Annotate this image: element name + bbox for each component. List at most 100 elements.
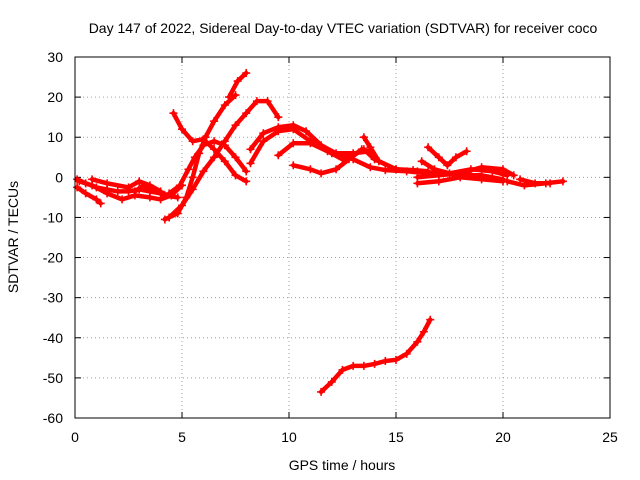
data-point [175, 181, 184, 190]
x-tick-label: 20 [495, 429, 511, 445]
data-point [231, 121, 240, 130]
data-point [220, 137, 229, 146]
data-point [130, 187, 139, 196]
data-point [73, 183, 82, 192]
data-point [434, 153, 443, 162]
data-point [306, 139, 315, 148]
data-point [456, 173, 465, 182]
data-point [462, 147, 471, 156]
data-point [188, 185, 197, 194]
data-point [88, 175, 97, 184]
data-point [246, 145, 255, 154]
data-point [558, 177, 567, 186]
data-point [338, 365, 347, 374]
data-point [413, 337, 422, 346]
data-point [81, 189, 90, 198]
data-point [409, 166, 418, 175]
data-point [443, 161, 452, 170]
y-tick-label: 30 [47, 49, 63, 65]
data-point [289, 161, 298, 170]
data-point [231, 153, 240, 162]
data-point [417, 157, 426, 166]
data-point [445, 169, 454, 178]
data-point [419, 327, 428, 336]
data-point [113, 187, 122, 196]
data-point [178, 125, 186, 134]
x-tick-label: 15 [388, 429, 404, 445]
data-point [242, 69, 251, 78]
data-point [160, 215, 169, 224]
series-arc-2 [73, 183, 105, 208]
data-point [231, 91, 240, 100]
data-point [289, 121, 298, 130]
series-arc-14 [289, 145, 375, 178]
series-arc-22 [317, 315, 435, 396]
series-arc-18 [424, 143, 471, 170]
data-point [306, 165, 315, 174]
series-arc-10 [225, 69, 251, 102]
data-point [210, 145, 219, 154]
data-point [434, 177, 443, 186]
data-point [374, 157, 383, 166]
data-point [332, 165, 341, 174]
data-point [246, 159, 255, 168]
data-point [289, 139, 298, 148]
data-point [169, 109, 178, 118]
data-point [184, 165, 193, 174]
data-point [359, 361, 368, 370]
data-point [359, 133, 368, 142]
data-point [103, 189, 112, 198]
y-tick-label: -50 [43, 370, 63, 386]
data-point [225, 93, 234, 102]
data-point [349, 361, 358, 370]
series-arc-21 [516, 175, 555, 188]
data-point [424, 167, 433, 176]
data-point [135, 177, 144, 186]
data-point [381, 357, 390, 366]
data-point [210, 153, 219, 162]
series-line [171, 110, 249, 184]
data-point [165, 213, 174, 222]
data-point [188, 173, 197, 182]
data-point [96, 199, 105, 208]
data-point [259, 129, 268, 138]
data-point [145, 193, 154, 202]
data-point [103, 179, 112, 188]
series-arc-19 [413, 173, 507, 188]
data-point [274, 113, 283, 122]
data-point [531, 179, 540, 188]
data-point [503, 177, 512, 186]
data-point [302, 127, 311, 136]
data-point [124, 183, 133, 192]
series-arc-15 [359, 133, 433, 176]
data-point [195, 149, 204, 158]
data-point [75, 177, 84, 186]
data-point [392, 165, 400, 174]
data-point [199, 167, 208, 176]
data-series [73, 69, 567, 396]
data-point [148, 185, 157, 194]
y-tick-label: 0 [55, 169, 63, 185]
data-point [370, 359, 379, 368]
data-point [402, 349, 411, 358]
data-point [477, 175, 486, 184]
data-point [546, 179, 555, 188]
data-point [259, 137, 268, 146]
data-point [188, 137, 197, 146]
data-point [451, 153, 460, 162]
series-arc-17 [417, 157, 512, 180]
data-point [424, 143, 433, 152]
y-tick-label: -10 [43, 209, 63, 225]
series-line [74, 185, 103, 206]
data-point [392, 355, 400, 364]
data-point [233, 77, 242, 86]
data-point [426, 315, 435, 324]
x-tick-label: 25 [602, 429, 618, 445]
data-point [156, 195, 165, 204]
data-point [488, 167, 497, 176]
data-point [139, 181, 148, 190]
data-point [327, 149, 336, 158]
data-point [242, 177, 251, 186]
data-point [160, 191, 169, 200]
data-point [210, 137, 219, 146]
